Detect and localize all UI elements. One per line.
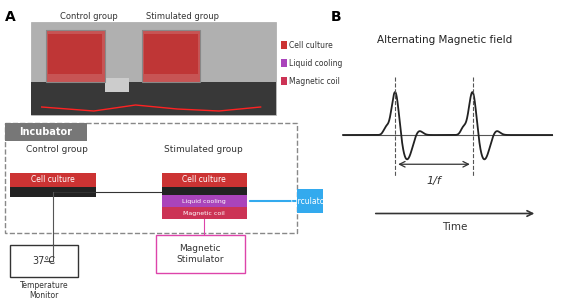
Text: Control group: Control group (27, 145, 88, 154)
Bar (10, 187, 96, 197)
Bar (281, 77, 287, 85)
Bar (5, 123, 87, 141)
Text: Temperature
Monitor: Temperature Monitor (19, 281, 68, 300)
Text: 1/f: 1/f (426, 176, 441, 186)
Text: Alternating Magnetic field: Alternating Magnetic field (377, 35, 512, 45)
Bar (10, 173, 96, 187)
Bar (162, 187, 247, 195)
Text: Cell culture: Cell culture (183, 175, 226, 185)
Text: 37℃: 37℃ (32, 256, 56, 266)
Text: Liquid cooling: Liquid cooling (183, 198, 226, 203)
Text: Magnetic coil: Magnetic coil (289, 76, 340, 85)
Text: Cell culture: Cell culture (31, 175, 75, 185)
Bar (31, 82, 276, 115)
Bar (142, 30, 200, 82)
Text: Magnetic
Stimulator: Magnetic Stimulator (176, 244, 224, 264)
Bar (144, 34, 198, 74)
Text: Cell culture: Cell culture (289, 41, 332, 49)
Bar (10, 245, 78, 277)
Bar (281, 41, 287, 49)
Text: Incubator: Incubator (19, 127, 73, 137)
Bar (31, 22, 276, 115)
Text: Control group: Control group (60, 12, 117, 21)
Bar (46, 30, 104, 82)
Bar (162, 207, 247, 219)
Text: B: B (331, 10, 342, 24)
Bar (105, 78, 129, 92)
Bar (281, 59, 287, 67)
Text: Circulator: Circulator (291, 197, 328, 206)
Text: Magnetic coil: Magnetic coil (184, 210, 225, 216)
Text: Stimulated group: Stimulated group (146, 12, 219, 21)
Text: Liquid cooling: Liquid cooling (289, 58, 342, 67)
Bar (162, 195, 247, 207)
Bar (162, 173, 247, 187)
Text: Stimulated group: Stimulated group (164, 145, 243, 154)
Bar (156, 235, 245, 273)
Text: A: A (5, 10, 16, 24)
Bar (297, 189, 323, 213)
Bar (142, 30, 200, 82)
Text: Time: Time (442, 222, 467, 231)
Bar (46, 30, 104, 82)
Bar (48, 34, 103, 74)
Bar (5, 123, 297, 233)
